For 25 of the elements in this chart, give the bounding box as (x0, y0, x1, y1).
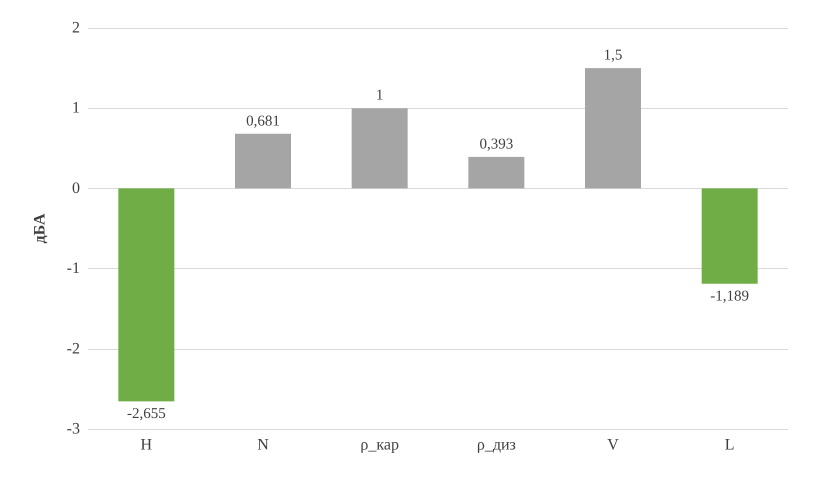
x-tick-label: L (724, 436, 735, 454)
y-axis-title: дБА (32, 213, 48, 244)
x-tick-label: H (140, 436, 153, 454)
x-tick-label: ρ_кар (360, 436, 399, 454)
y-tick-label: -1 (66, 260, 80, 278)
x-tick-label: N (257, 436, 270, 454)
bar (468, 156, 524, 188)
data-label: 1,5 (604, 48, 622, 64)
y-tick-label: 0 (72, 180, 80, 197)
y-tick-label: 1 (72, 100, 80, 117)
y-tick-label: 2 (72, 20, 80, 36)
x-tick-label: V (607, 436, 620, 454)
bar (235, 134, 291, 188)
data-label: 0,393 (479, 136, 514, 152)
bar (118, 188, 174, 402)
data-label: -1,189 (710, 288, 750, 304)
bar (702, 188, 758, 284)
y-tick-label: -3 (66, 420, 80, 438)
x-tick-label: ρ_диз (476, 436, 516, 454)
data-label: -2,655 (126, 406, 166, 422)
bar (352, 108, 408, 188)
data-label: 0,681 (246, 113, 280, 130)
data-label: 1 (376, 88, 384, 104)
y-tick-label: -2 (66, 340, 80, 358)
bar (585, 68, 641, 188)
